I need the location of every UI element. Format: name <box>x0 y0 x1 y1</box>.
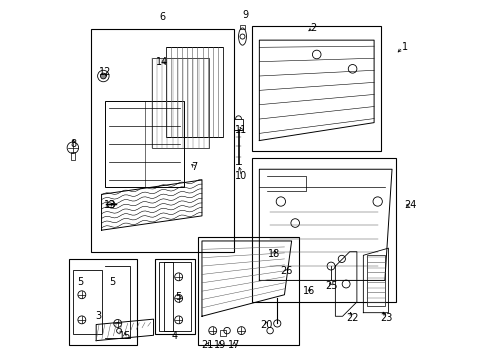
Text: 19: 19 <box>214 340 226 350</box>
Text: 20: 20 <box>260 320 273 330</box>
Text: 11: 11 <box>235 125 247 135</box>
Text: 4: 4 <box>172 331 178 341</box>
Text: 7: 7 <box>192 162 198 172</box>
Text: 17: 17 <box>228 340 241 350</box>
Text: 5: 5 <box>109 277 116 287</box>
Text: 6: 6 <box>159 12 166 22</box>
Bar <box>198 237 299 345</box>
Bar <box>240 25 245 29</box>
Text: 12: 12 <box>99 67 111 77</box>
Text: 2: 2 <box>310 23 316 33</box>
Bar <box>105 101 184 187</box>
Text: 14: 14 <box>156 57 169 67</box>
Bar <box>166 47 223 137</box>
Text: 24: 24 <box>404 200 416 210</box>
Text: 26: 26 <box>280 266 293 276</box>
Text: 8: 8 <box>71 139 76 149</box>
Bar <box>152 58 209 148</box>
Text: 23: 23 <box>380 313 393 323</box>
Text: 1: 1 <box>401 42 408 52</box>
Text: 5: 5 <box>175 292 182 302</box>
Circle shape <box>100 73 106 79</box>
Text: 25: 25 <box>325 281 337 291</box>
Bar <box>252 26 381 151</box>
Bar <box>73 270 101 334</box>
Bar <box>71 152 75 160</box>
Text: 13: 13 <box>104 200 117 210</box>
Text: 16: 16 <box>303 286 316 296</box>
Text: 22: 22 <box>346 313 359 323</box>
Text: 21: 21 <box>201 340 214 350</box>
Text: 5: 5 <box>77 277 83 287</box>
Text: 10: 10 <box>235 171 247 181</box>
Bar <box>220 329 226 336</box>
Text: 15: 15 <box>119 331 131 341</box>
Bar <box>164 262 173 330</box>
Text: 3: 3 <box>95 311 101 321</box>
Bar <box>234 119 243 130</box>
Bar <box>252 158 395 302</box>
Bar <box>155 259 195 334</box>
Bar <box>69 259 137 345</box>
Text: 9: 9 <box>242 10 248 20</box>
Bar <box>159 262 191 330</box>
Bar <box>367 255 385 306</box>
Text: 18: 18 <box>268 248 280 258</box>
Bar <box>91 30 234 252</box>
